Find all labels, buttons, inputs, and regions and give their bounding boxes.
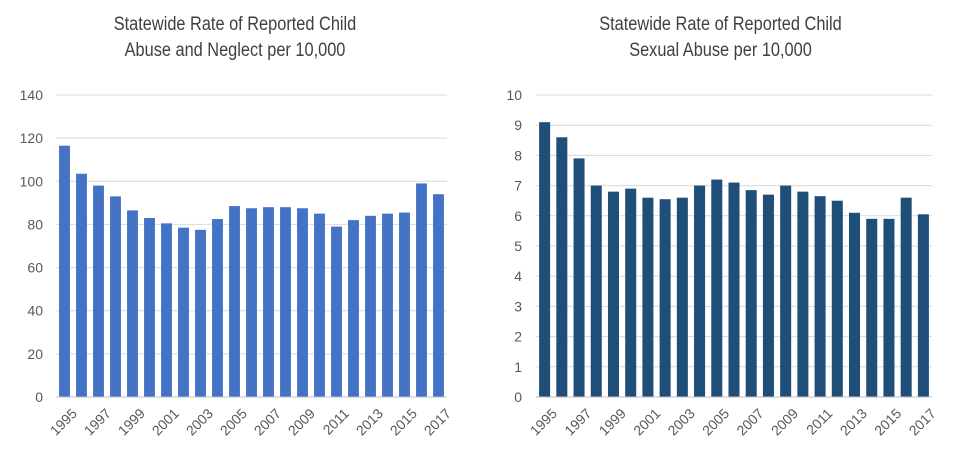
y-tick-label: 4	[514, 268, 522, 284]
chart-title-line-2: Sexual Abuse per 10,000	[629, 40, 812, 61]
bar	[625, 188, 637, 397]
x-tick-label: 1997	[561, 405, 594, 438]
y-tick-label: 0	[35, 389, 43, 405]
bar	[900, 197, 912, 397]
y-tick-label: 120	[20, 130, 44, 146]
x-tick-label: 2001	[149, 405, 182, 438]
bar	[607, 191, 619, 397]
x-tick-label: 2015	[387, 405, 420, 438]
bar	[59, 145, 70, 397]
bar	[314, 213, 325, 397]
bar	[382, 213, 393, 397]
bar	[76, 173, 87, 397]
x-tick-label: 2003	[664, 405, 697, 438]
y-tick-label: 1	[514, 359, 522, 375]
y-tick-label: 2	[514, 329, 522, 345]
bar	[195, 229, 206, 397]
x-tick-label: 2005	[217, 405, 250, 438]
bar	[797, 191, 809, 397]
chart-title: Statewide Rate of Reported Child Abuse a…	[0, 12, 470, 64]
bar	[246, 208, 257, 397]
bar	[399, 212, 410, 397]
bar	[694, 185, 706, 397]
bar	[762, 194, 774, 397]
bar	[573, 158, 585, 397]
y-tick-label: 8	[514, 147, 522, 163]
bar	[416, 183, 427, 397]
x-tick-label: 1999	[596, 405, 629, 438]
y-tick-label: 20	[27, 346, 43, 362]
x-tick-label: 1995	[47, 405, 80, 438]
x-tick-label: 1995	[527, 405, 560, 438]
y-tick-label: 10	[506, 87, 522, 103]
bar	[866, 218, 878, 397]
y-tick-label: 5	[514, 238, 522, 254]
x-tick-label: 2011	[803, 405, 836, 438]
bar	[539, 122, 551, 398]
bar	[711, 179, 723, 397]
bar	[728, 182, 740, 397]
bar	[178, 227, 189, 397]
x-tick-label: 2017	[421, 405, 454, 438]
bar	[642, 197, 654, 397]
y-tick-label: 9	[514, 117, 522, 133]
bar	[161, 223, 172, 397]
y-tick-label: 40	[27, 303, 43, 319]
bar	[659, 199, 671, 397]
bar	[280, 207, 291, 397]
bar	[831, 200, 843, 397]
chart-sexual-abuse: Statewide Rate of Reported Child Sexual …	[480, 0, 961, 466]
y-tick-label: 60	[27, 260, 43, 276]
x-tick-label: 2013	[837, 405, 870, 438]
x-tick-label: 2009	[285, 405, 318, 438]
chart-title: Statewide Rate of Reported Child Sexual …	[480, 12, 961, 64]
x-tick-label: 2007	[733, 405, 766, 438]
y-tick-label: 140	[20, 87, 44, 103]
bar	[745, 190, 757, 397]
x-tick-label: 2015	[871, 405, 904, 438]
bar	[433, 194, 444, 397]
bar	[229, 206, 240, 397]
chart-title-line-1: Statewide Rate of Reported Child	[113, 14, 357, 35]
bar	[212, 219, 223, 397]
bar	[127, 210, 138, 397]
bar	[849, 212, 861, 397]
bar	[365, 215, 376, 397]
bar	[780, 185, 792, 397]
bar	[297, 208, 308, 397]
x-tick-label: 2011	[319, 405, 352, 438]
chart-title-line-1: Statewide Rate of Reported Child	[599, 14, 842, 35]
bar	[590, 185, 602, 397]
bar-chart-svg: 0 1 2 3 4 5 6 7 8 9 10 1995 1997 1999 2001 2003 2005 2007…	[506, 87, 939, 439]
y-tick-label: 3	[514, 298, 522, 314]
x-tick-label: 1997	[81, 405, 114, 438]
y-tick-label: 100	[20, 173, 44, 189]
x-tick-label: 1999	[115, 405, 148, 438]
x-tick-label: 2003	[183, 405, 216, 438]
x-tick-label: 2007	[251, 405, 284, 438]
bar	[814, 196, 826, 397]
bar	[883, 218, 895, 397]
x-tick-label: 2013	[353, 405, 386, 438]
chart-abuse-neglect: Statewide Rate of Reported Child Abuse a…	[0, 0, 470, 466]
chart-title-line-2: Abuse and Neglect per 10,000	[124, 40, 346, 61]
y-tick-label: 6	[514, 208, 522, 224]
x-tick-label: 2009	[768, 405, 801, 438]
bar	[144, 217, 155, 397]
x-tick-label: 2005	[699, 405, 732, 438]
x-tick-label: 2001	[630, 405, 663, 438]
bar	[263, 207, 274, 397]
bar	[556, 137, 568, 397]
x-tick-label: 2017	[906, 405, 939, 438]
bar	[93, 185, 104, 397]
bar	[348, 220, 359, 397]
y-tick-label: 7	[514, 178, 522, 194]
y-tick-label: 80	[27, 216, 43, 232]
bar	[676, 197, 688, 397]
bar	[331, 226, 342, 397]
bar	[917, 214, 929, 397]
bar	[110, 196, 121, 397]
y-tick-label: 0	[514, 389, 522, 405]
